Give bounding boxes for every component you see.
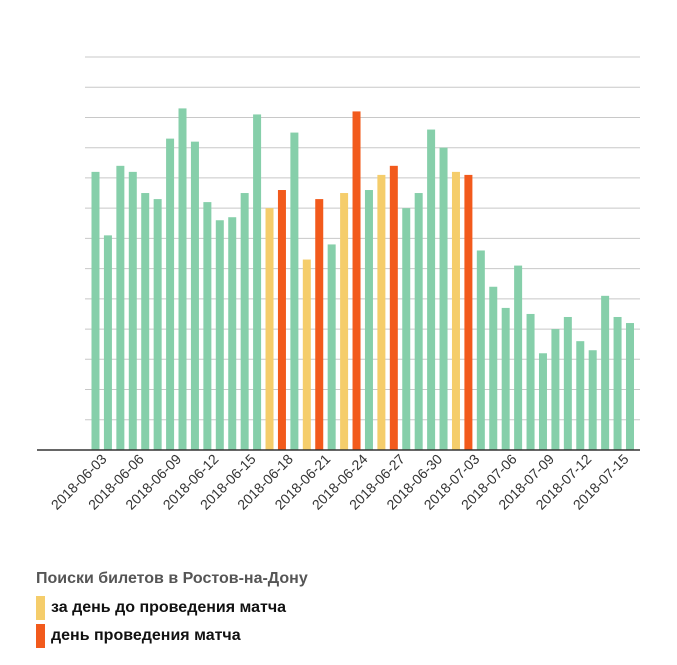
bar-2018-07-10 [551,329,560,450]
bars [91,108,634,451]
bar-2018-06-16 [253,114,262,450]
bar-2018-07-02 [451,171,460,450]
bar-2018-07-08 [526,313,535,450]
x-tick-labels: 2018-06-032018-06-062018-06-092018-06-12… [48,451,632,513]
legend-item-match: день проведения матча [36,622,308,650]
bar-2018-06-28 [402,208,411,450]
bar-2018-07-13 [588,350,597,450]
bar-2018-07-07 [514,265,523,450]
bar-2018-06-05 [116,165,125,451]
bar-2018-06-14 [228,217,237,450]
bar-2018-06-15 [240,193,249,451]
bar-2018-06-22 [327,244,336,450]
bar-2018-06-24 [352,111,361,451]
bar-2018-06-08 [153,199,162,450]
bar-2018-06-12 [203,202,212,450]
bar-2018-06-18 [277,190,286,450]
bar-2018-07-15 [613,316,622,450]
legend-label-before: за день до проведения матча [51,599,287,616]
gridlines [85,56,640,421]
bar-2018-07-14 [601,295,610,450]
legend-label-match: день проведения матча [51,627,241,644]
bar-2018-06-29 [414,193,423,451]
bar-2018-07-03 [464,174,473,450]
bar-2018-06-06 [128,171,137,450]
bar-2018-06-23 [340,193,349,451]
bar-2018-07-04 [476,250,485,450]
bar-2018-07-12 [576,341,585,450]
legend-title: Поиски билетов в Ростов-на-Дону [36,570,308,587]
bar-2018-06-27 [389,165,398,451]
bar-2018-06-25 [364,190,373,450]
bar-2018-06-17 [265,208,274,450]
bar-2018-06-09 [166,138,175,450]
legend-item-before: за день до проведения матча [36,594,308,622]
bar-2018-07-06 [501,307,510,450]
legend-swatch-match [36,624,45,648]
bar-2018-06-03 [91,171,100,450]
legend: Поиски билетов в Ростов-на-Дону за день … [36,570,308,650]
bar-2018-06-07 [141,193,150,451]
bar-2018-06-20 [302,259,311,450]
bar-2018-06-13 [215,220,224,450]
legend-swatch-before [36,596,45,620]
bar-chart: 2018-06-032018-06-062018-06-092018-06-12… [37,56,640,513]
bar-2018-07-09 [538,353,547,450]
bar-2018-07-11 [563,316,572,450]
bar-2018-06-26 [377,174,386,450]
bar-2018-06-04 [103,235,112,450]
bar-2018-06-21 [315,199,324,450]
bar-2018-06-11 [190,141,199,450]
bar-2018-06-30 [427,129,436,451]
bar-2018-07-05 [489,286,498,450]
bar-2018-06-10 [178,108,187,451]
bar-2018-06-19 [290,132,299,451]
bar-2018-07-16 [625,323,634,450]
bar-2018-07-01 [439,147,448,450]
